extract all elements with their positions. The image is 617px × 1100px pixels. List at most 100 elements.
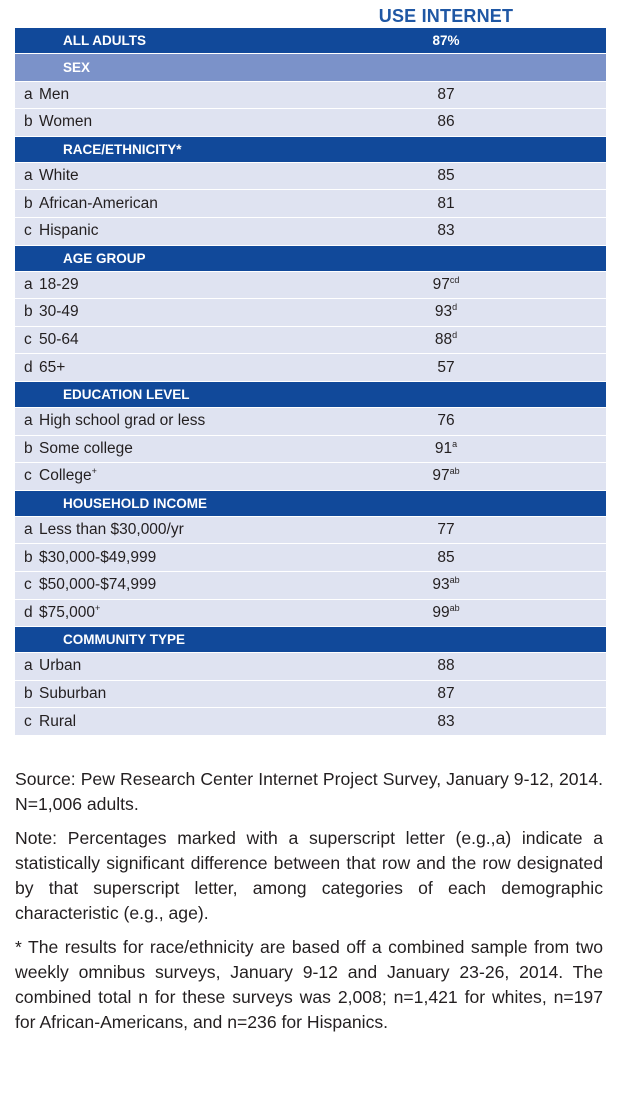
significance-superscript: a [452,438,458,449]
row-value-number: 87% [432,33,460,48]
row-value-number: 97 [432,275,450,293]
row-value-number: 85 [437,548,455,566]
race-ethnicity-footnote: * The results for race/ethnicity are bas… [15,937,603,1032]
row-label-text: EDUCATION LEVEL [63,386,190,402]
row-label: 50-64 [39,331,79,349]
significance-note: Note: Percentages marked with a superscr… [15,828,603,923]
row-value: 91a [356,438,536,458]
row-label-superscript: + [95,602,101,613]
significance-superscript: d [452,302,458,313]
row-label-text: Men [39,85,70,103]
row-value: 81 [356,195,536,213]
row-value: 76 [356,412,536,430]
row-letter: b [24,684,33,702]
row-label-text: Rural [39,712,77,730]
row-label: $50,000-$74,999 [39,576,156,594]
row-value: 93ab [356,576,536,594]
significance-superscript: ab [449,575,460,586]
row-value-number: 87 [437,85,455,103]
row-letter: b [24,303,33,321]
row-value: 86 [356,113,536,131]
row-letter: a [24,167,33,185]
row-letter: c [24,712,32,730]
row-label-text: Less than $30,000/yr [39,521,184,539]
row-value-number: 77 [437,521,455,539]
row-label: White [39,167,79,185]
row-value: 93d [356,303,536,321]
row-letter: a [24,657,33,675]
row-label-text: HOUSEHOLD INCOME [63,495,208,511]
row-label: High school grad or less [39,412,205,430]
row-value: 77 [356,521,536,539]
row-label: Rural [39,713,76,731]
row-label-text: High school grad or less [39,412,206,430]
section-label: SEX [39,60,90,75]
row-label: 30-49 [39,303,79,321]
row-label-text: $50,000-$74,999 [39,576,157,594]
row-label-text: Some college [39,439,133,457]
table-row: a 18-29 97cd [15,271,606,300]
row-value-number: 83 [437,222,455,240]
row-letter: b [24,113,33,131]
row-value: 85 [356,167,536,185]
row-label: Urban [39,657,81,675]
row-value: 97ab [356,467,536,485]
row-label: 65+ [39,359,65,377]
row-letter: c [24,576,32,594]
row-value: 87 [356,86,536,104]
row-value: 87% [356,33,536,48]
row-label-text: SEX [63,59,91,75]
table-row: b Some college 91a [15,435,606,464]
section-header-row: COMMUNITY TYPE [15,627,606,654]
table-row: a Less than $30,000/yr 77 [15,516,606,545]
row-value: 88d [356,329,536,349]
row-letter: a [24,521,33,539]
row-label-text: $30,000-$49,999 [39,548,157,566]
significance-superscript: ab [449,602,460,613]
row-value: 88 [356,657,536,675]
row-value-number: 83 [437,712,455,730]
table-row: b $30,000-$49,999 85 [15,544,606,572]
row-label-text: $75,000 [39,603,96,621]
row-label: Hispanic [39,222,98,240]
table-row: d 65+ 57 [15,354,606,382]
table-body: ALL ADULTS 87% SEX a Men 87 b Women 86 RACE/ETHNI… [15,28,606,736]
row-label-text: COMMUNITY TYPE [63,632,186,648]
section-header-row: EDUCATION LEVEL [15,381,606,408]
row-label: African-American [39,195,158,213]
row-letter: a [24,412,33,430]
row-letter: d [24,358,33,376]
section-header-row: HOUSEHOLD INCOME [15,490,606,517]
row-letter: c [24,331,32,349]
table-row: a Men 87 [15,81,606,110]
section-label: COMMUNITY TYPE [39,632,185,647]
column-header-row: USE INTERNET [15,0,606,28]
internet-use-table: USE INTERNET ALL ADULTS 87% SEX a Men 87 b Wome… [15,0,606,736]
row-label: Less than $30,000/yr [39,521,184,539]
significance-superscript: d [452,329,458,340]
row-label-text: Suburban [39,684,107,702]
row-value-number: 81 [437,194,455,212]
row-value-number: 87 [437,684,455,702]
table-row: c College+ 97ab [15,463,606,491]
row-label: Men [39,86,69,104]
row-label: Some college [39,440,133,458]
row-label-text: Hispanic [39,222,99,240]
row-value-number: 99 [432,603,450,621]
significance-superscript: cd [449,274,460,285]
section-header-row: RACE/ETHNICITY* [15,136,606,163]
row-label-text: College [39,467,92,485]
row-label-text: White [39,167,79,185]
row-letter: c [24,467,32,485]
row-label-text: African-American [39,194,158,212]
row-label: Women [39,113,92,131]
row-label: $30,000-$49,999 [39,549,156,567]
table-row: d $75,000+ 99ab [15,599,606,628]
row-label: Suburban [39,685,106,703]
row-value-number: 85 [437,167,455,185]
row-label-text: ALL ADULTS [63,33,146,48]
table-row: c Hispanic 83 [15,217,606,246]
row-label: $75,000+ [39,602,101,622]
row-label-text: 30-49 [39,303,79,321]
row-letter: d [24,603,33,621]
